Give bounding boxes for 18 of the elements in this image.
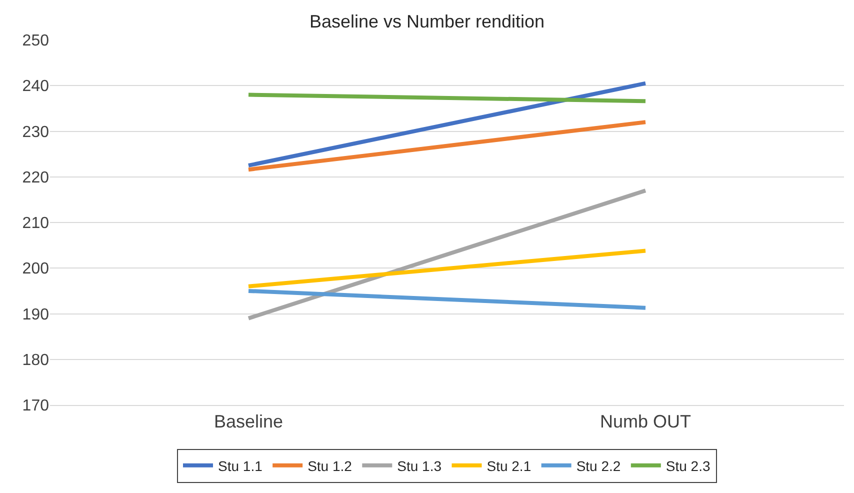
legend-label: Stu 2.2	[576, 458, 621, 474]
legend-label: Stu 1.2	[308, 458, 352, 474]
x-tick-label: Baseline	[214, 412, 284, 432]
legend-label: Stu 2.1	[486, 458, 532, 474]
legend-label: Stu 1.3	[397, 458, 442, 474]
y-tick-label: 250	[22, 32, 50, 50]
chart-title: Baseline vs Number rendition	[309, 11, 545, 32]
legend-label: Stu 1.1	[218, 458, 263, 474]
x-tick-label: Numb OUT	[600, 412, 692, 432]
y-tick-label: 230	[22, 124, 50, 141]
y-tick-label: 190	[22, 306, 50, 324]
y-tick-label: 170	[22, 398, 50, 415]
y-tick-label: 240	[22, 78, 50, 96]
y-tick-label: 200	[22, 260, 50, 278]
y-tick-label: 220	[22, 169, 50, 186]
y-tick-label: 210	[22, 215, 50, 232]
y-tick-label: 180	[22, 352, 50, 369]
legend-label: Stu 2.3	[666, 458, 710, 474]
